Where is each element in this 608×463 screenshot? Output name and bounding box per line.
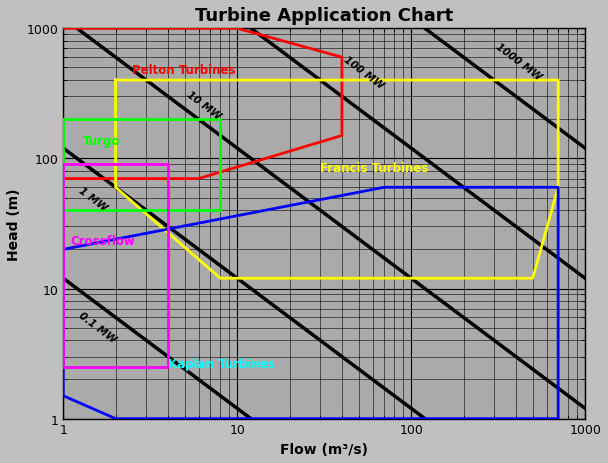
Y-axis label: Head (m): Head (m) xyxy=(7,188,21,260)
Text: 1 MW: 1 MW xyxy=(77,185,109,213)
Text: 1000 MW: 1000 MW xyxy=(494,41,544,82)
Text: Turgo: Turgo xyxy=(83,134,120,147)
Text: Kaplan Turbines: Kaplan Turbines xyxy=(168,357,275,370)
X-axis label: Flow (m³/s): Flow (m³/s) xyxy=(280,442,368,456)
Title: Turbine Application Chart: Turbine Application Chart xyxy=(195,7,454,25)
Text: Pelton Turbines: Pelton Turbines xyxy=(133,64,236,77)
Text: Francis Turbines: Francis Turbines xyxy=(320,162,429,175)
Text: Crossflow: Crossflow xyxy=(71,234,135,247)
Text: 10 MW: 10 MW xyxy=(185,89,223,121)
Text: 0.1 MW: 0.1 MW xyxy=(77,310,118,344)
Text: 100 MW: 100 MW xyxy=(342,55,385,91)
